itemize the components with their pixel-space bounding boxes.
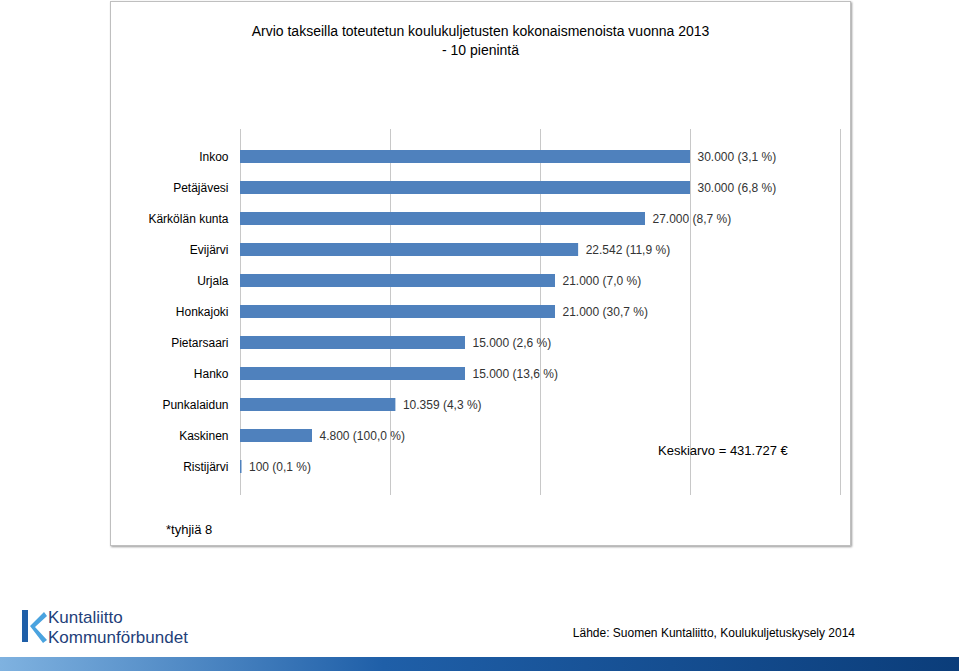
svg-text:30.000 (3,1 %): 30.000 (3,1 %) (698, 150, 777, 164)
svg-text:Pietarsaari: Pietarsaari (171, 336, 228, 350)
svg-text:Urjala: Urjala (197, 274, 229, 288)
svg-text:21.000 (7,0 %): 21.000 (7,0 %) (563, 274, 642, 288)
svg-text:Hanko: Hanko (194, 367, 229, 381)
svg-text:Kaskinen: Kaskinen (179, 429, 228, 443)
svg-text:Kärkölän kunta: Kärkölän kunta (148, 212, 228, 226)
html-text:*tyhjiä 8: *tyhjiä 8 (166, 522, 213, 537)
html-text:- 10 pienintä: - 10 pienintä (442, 42, 519, 58)
html-text:Kuntaliitto: Kuntaliitto (48, 608, 123, 627)
svg-text:Petäjävesi: Petäjävesi (173, 181, 228, 195)
svg-text:Ristijärvi: Ristijärvi (183, 460, 228, 474)
html-text:Kommunförbundet: Kommunförbundet (48, 628, 188, 647)
svg-text:15.000 (13,6 %): 15.000 (13,6 %) (473, 367, 558, 381)
svg-text:27.000 (8,7 %): 27.000 (8,7 %) (653, 212, 732, 226)
svg-text:Punkalaidun: Punkalaidun (162, 398, 228, 412)
html-text:Arvio takseilla toteutetun kou: Arvio takseilla toteutetun koulukuljetus… (251, 23, 710, 39)
svg-text:100 (0,1 %): 100 (0,1 %) (249, 460, 311, 474)
svg-text:10.359 (4,3 %): 10.359 (4,3 %) (403, 398, 482, 412)
html-text:Lähde: Suomen Kuntaliitto, Kou: Lähde: Suomen Kuntaliitto, Koulukuljetus… (572, 626, 855, 640)
svg-text:22.542 (11,9 %): 22.542 (11,9 %) (586, 243, 671, 257)
svg-text:30.000 (6,8 %): 30.000 (6,8 %) (698, 181, 777, 195)
svg-text:15.000 (2,6 %): 15.000 (2,6 %) (473, 336, 552, 350)
svg-text:Evijärvi: Evijärvi (190, 243, 229, 257)
svg-text:Inkoo: Inkoo (199, 150, 229, 164)
svg-text:4.800 (100,0 %): 4.800 (100,0 %) (320, 429, 405, 443)
html-text:Keskiarvo = 431.727 €: Keskiarvo = 431.727 € (658, 443, 788, 458)
svg-text:21.000 (30,7 %): 21.000 (30,7 %) (563, 305, 648, 319)
svg-text:Honkajoki: Honkajoki (176, 305, 229, 319)
